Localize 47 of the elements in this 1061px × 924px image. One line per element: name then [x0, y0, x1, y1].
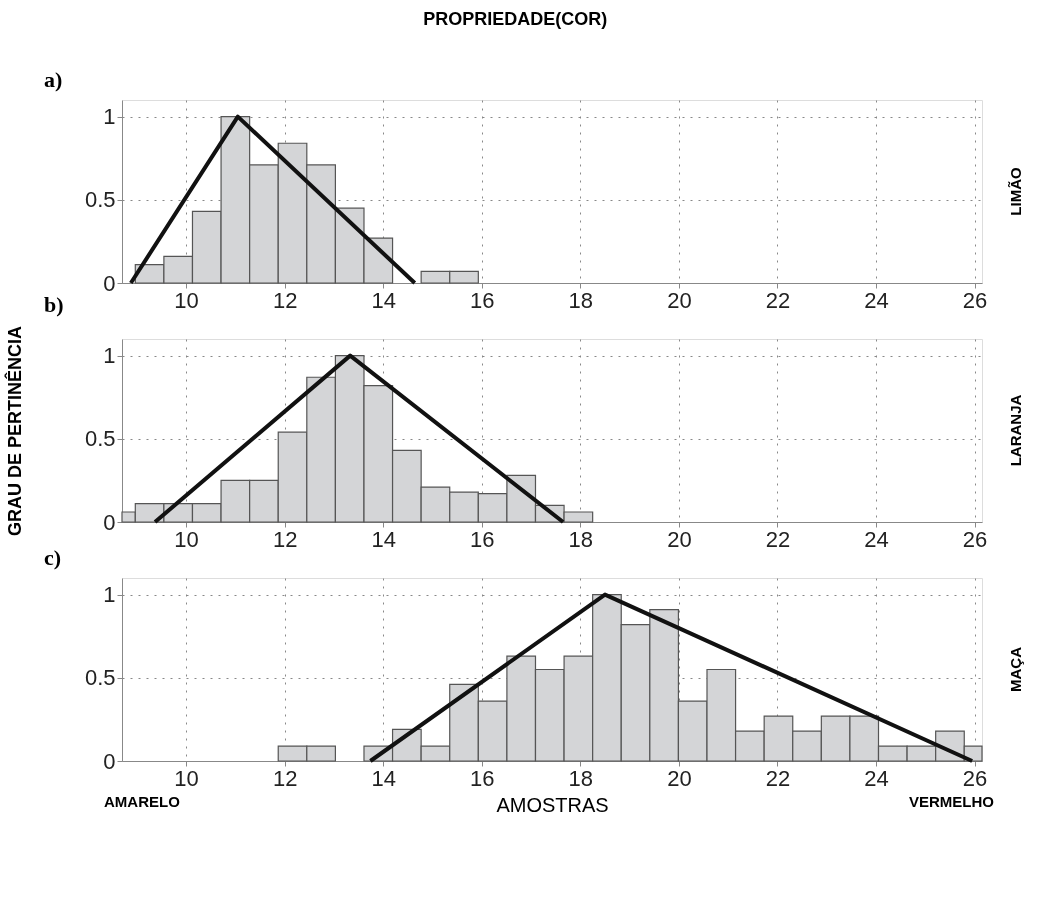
x-tick-label: 10 — [174, 765, 199, 791]
x-tick-label: 18 — [568, 287, 594, 313]
y-tick-label: 1 — [103, 343, 116, 369]
x-tick-label: 24 — [864, 287, 889, 313]
chart-title: PROPRIEDADE(COR) — [423, 8, 608, 29]
x-tick-label: 16 — [470, 765, 495, 791]
x-tick-label: 18 — [568, 765, 594, 791]
x-axis-title: AMOSTRAS — [496, 793, 609, 816]
y-tick-label: 0.5 — [84, 665, 116, 691]
x-tick-label: 12 — [272, 526, 298, 552]
x-tick-label: 22 — [765, 526, 791, 552]
text: VERMELHO — [908, 793, 995, 810]
x-tick-label: 14 — [371, 287, 396, 313]
chart-subtitle: a) — [44, 67, 63, 92]
x-tick-label: 14 — [371, 526, 396, 552]
x-tick-label: 22 — [765, 765, 791, 791]
y2-axis-title: LIMÃO — [1007, 167, 1024, 216]
x-tick-label: 24 — [864, 526, 889, 552]
y-tick-label: 0 — [103, 270, 116, 296]
y2-axis-title: LARANJA — [1007, 394, 1024, 467]
y2-axis-title: MAÇA — [1007, 646, 1024, 692]
x-tick-label: 24 — [864, 765, 889, 791]
x-tick-label: 22 — [765, 287, 791, 313]
y-axis-title: GRAU DE PERTINÊNCIA — [3, 325, 25, 537]
x-tick-label: 12 — [272, 765, 298, 791]
chart-subtitle: b) — [44, 292, 64, 318]
x-tick-label: 20 — [667, 765, 692, 791]
x-tick-label: 14 — [371, 765, 396, 791]
x-tick-label: 10 — [174, 526, 199, 552]
y-tick-label: 0 — [103, 748, 116, 774]
x-tick-label: 10 — [174, 287, 199, 313]
y-tick-label: 0.5 — [84, 187, 116, 213]
x-tick-label: 26 — [962, 526, 988, 552]
x-tick-label: 20 — [667, 287, 692, 313]
x-tick-label: 16 — [470, 287, 495, 313]
x-tick-label: 16 — [470, 526, 495, 552]
y-tick-label: 0.5 — [84, 426, 116, 452]
x-tick-label: 18 — [568, 526, 594, 552]
x-tick-label: 20 — [667, 526, 692, 552]
chart-subtitle: c) — [44, 545, 62, 570]
x-tick-label: 26 — [962, 765, 988, 791]
y-tick-label: 1 — [103, 582, 116, 608]
y-tick-label: 0 — [103, 509, 116, 535]
y-tick-label: 1 — [103, 104, 116, 130]
x-tick-label: 12 — [272, 287, 298, 313]
text: AMARELO — [104, 793, 181, 810]
x-tick-label: 26 — [962, 287, 988, 313]
